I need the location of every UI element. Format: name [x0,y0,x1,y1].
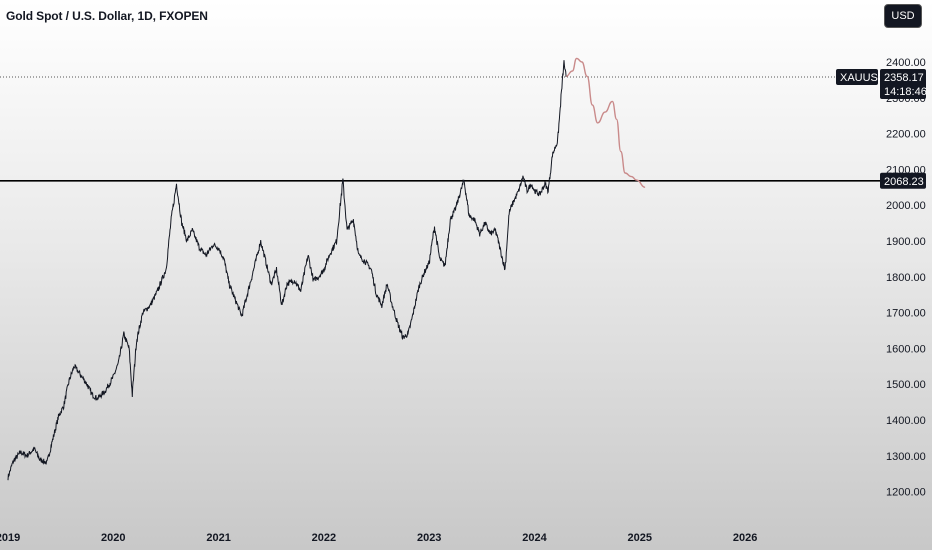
time-tick-label: 2019 [0,532,20,544]
time-tick-label: 2025 [628,532,652,544]
price-tick-label: 1900.00 [886,236,926,248]
time-tick-label: 2023 [417,532,441,544]
symbol-tag-label: XAUUSD [840,72,886,84]
price-tick-label: 2400.00 [886,57,926,69]
currency-button[interactable]: USD [884,4,922,28]
price-tick-label: 1700.00 [886,308,926,320]
price-tick-label: 1400.00 [886,415,926,427]
time-tick-label: 2026 [733,532,757,544]
price-tick-label: 1600.00 [886,343,926,355]
projection-path[interactable] [565,57,646,188]
level-price-tag [880,172,926,189]
price-tick-label: 1800.00 [886,272,926,284]
price-tick-label: 1200.00 [886,487,926,499]
price-tick-label: 2200.00 [886,129,926,141]
price-tick-label: 1500.00 [886,379,926,391]
price-tick-label: 2000.00 [886,200,926,212]
current-price-tag [880,68,926,99]
current-price-label: 2358.17 [884,72,924,84]
time-tick-label: 2021 [206,532,230,544]
chart-title: Gold Spot / U.S. Dollar, 1D, FXOPEN [6,9,208,23]
time-tick-label: 2020 [101,532,125,544]
symbol-tag [836,68,878,85]
time-tick-label: 2022 [312,532,336,544]
bar-countdown-label: 14:18:46 [884,86,927,98]
price-series-line [7,60,567,481]
level-price-label: 2068.23 [884,176,924,188]
time-tick-label: 2024 [522,532,547,544]
price-tick-label: 1300.00 [886,451,926,463]
